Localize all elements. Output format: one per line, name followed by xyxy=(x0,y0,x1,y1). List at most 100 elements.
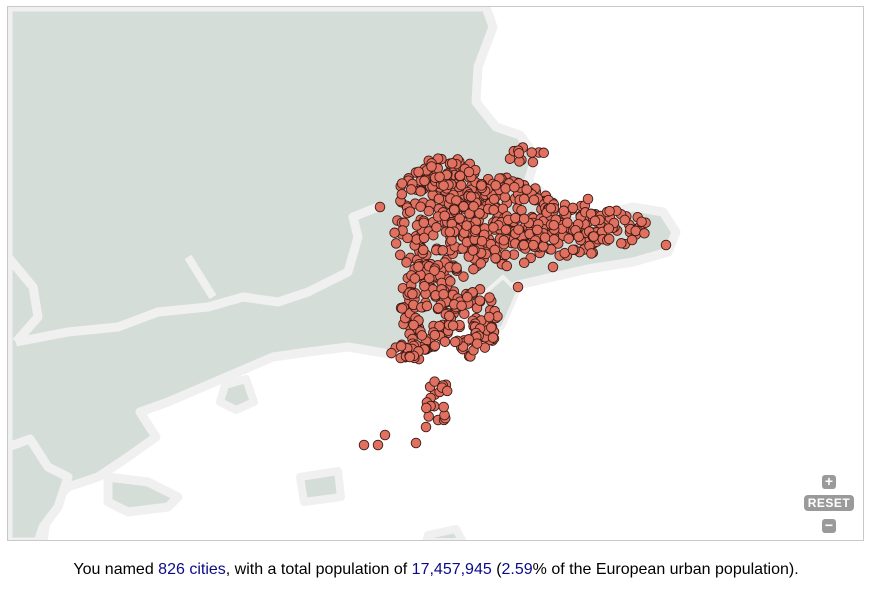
city-marker[interactable] xyxy=(558,205,570,217)
city-marker[interactable] xyxy=(488,193,500,205)
city-marker[interactable] xyxy=(444,310,455,322)
city-marker[interactable] xyxy=(379,429,391,441)
city-marker[interactable] xyxy=(616,238,627,249)
city-marker[interactable] xyxy=(458,201,469,212)
city-marker[interactable] xyxy=(512,281,524,293)
city-marker[interactable] xyxy=(413,261,424,272)
city-marker[interactable] xyxy=(468,263,479,275)
city-marker[interactable] xyxy=(429,265,440,276)
city-marker[interactable] xyxy=(619,214,631,226)
city-marker[interactable] xyxy=(490,180,501,191)
city-marker[interactable] xyxy=(468,201,479,212)
city-marker[interactable] xyxy=(462,291,473,303)
city-marker[interactable] xyxy=(372,439,384,451)
city-marker[interactable] xyxy=(582,193,594,205)
city-marker[interactable] xyxy=(419,280,430,292)
city-marker[interactable] xyxy=(476,180,487,191)
city-marker[interactable] xyxy=(455,179,467,191)
city-marker[interactable] xyxy=(423,205,435,217)
city-marker[interactable] xyxy=(396,303,408,314)
city-marker[interactable] xyxy=(603,233,615,245)
city-marker[interactable] xyxy=(567,244,579,255)
city-marker[interactable] xyxy=(538,147,549,159)
city-marker[interactable] xyxy=(458,271,469,282)
city-marker[interactable] xyxy=(438,288,449,300)
city-marker[interactable] xyxy=(456,300,467,311)
map-container[interactable]: + RESET − xyxy=(7,6,864,541)
city-marker[interactable] xyxy=(404,206,416,217)
city-marker[interactable] xyxy=(405,184,417,195)
city-marker[interactable] xyxy=(429,340,441,351)
city-marker[interactable] xyxy=(444,226,456,238)
city-marker[interactable] xyxy=(547,261,559,273)
city-marker[interactable] xyxy=(389,227,400,239)
city-marker[interactable] xyxy=(431,222,442,233)
city-marker[interactable] xyxy=(498,235,510,246)
city-marker[interactable] xyxy=(527,156,539,168)
city-marker[interactable] xyxy=(439,210,450,222)
city-marker[interactable] xyxy=(630,225,641,237)
city-marker[interactable] xyxy=(413,166,424,178)
city-marker[interactable] xyxy=(660,239,672,251)
city-marker[interactable] xyxy=(409,273,421,284)
city-marker[interactable] xyxy=(437,245,449,256)
city-marker[interactable] xyxy=(433,302,444,314)
city-marker[interactable] xyxy=(573,231,584,242)
city-marker[interactable] xyxy=(415,201,426,212)
city-marker[interactable] xyxy=(528,194,540,206)
city-marker[interactable] xyxy=(475,258,487,269)
city-marker[interactable] xyxy=(488,222,499,233)
city-marker[interactable] xyxy=(421,300,433,312)
city-marker[interactable] xyxy=(395,340,407,352)
city-marker[interactable] xyxy=(438,401,449,413)
city-marker[interactable] xyxy=(510,212,521,224)
zoom-in-button[interactable]: + xyxy=(822,474,836,489)
city-marker[interactable] xyxy=(604,205,615,217)
city-marker[interactable] xyxy=(588,231,599,242)
city-marker[interactable] xyxy=(545,202,557,214)
city-marker[interactable] xyxy=(471,338,483,349)
city-marker[interactable] xyxy=(639,228,650,239)
city-marker[interactable] xyxy=(465,191,477,202)
city-marker[interactable] xyxy=(418,232,430,244)
city-marker[interactable] xyxy=(386,347,397,359)
city-marker[interactable] xyxy=(509,181,520,193)
city-marker[interactable] xyxy=(390,238,402,249)
city-marker[interactable] xyxy=(454,170,466,182)
city-marker[interactable] xyxy=(470,224,481,236)
city-marker[interactable] xyxy=(500,183,511,194)
city-marker[interactable] xyxy=(488,204,499,216)
city-marker[interactable] xyxy=(396,188,408,200)
city-marker[interactable] xyxy=(463,166,475,178)
city-marker[interactable] xyxy=(586,248,597,259)
city-marker[interactable] xyxy=(467,245,479,256)
city-marker[interactable] xyxy=(418,244,429,256)
city-marker[interactable] xyxy=(626,234,638,246)
city-marker[interactable] xyxy=(410,437,422,449)
city-marker[interactable] xyxy=(449,204,460,215)
city-marker[interactable] xyxy=(419,175,430,187)
city-marker[interactable] xyxy=(439,336,451,347)
city-marker[interactable] xyxy=(518,193,530,205)
city-marker[interactable] xyxy=(394,249,406,261)
city-marker[interactable] xyxy=(521,184,532,195)
city-marker[interactable] xyxy=(402,232,413,244)
city-marker[interactable] xyxy=(563,233,574,244)
city-marker[interactable] xyxy=(562,217,573,228)
map-canvas[interactable] xyxy=(8,7,864,541)
zoom-out-button[interactable]: − xyxy=(822,518,836,533)
city-marker[interactable] xyxy=(451,262,462,273)
city-marker[interactable] xyxy=(441,385,453,397)
city-marker[interactable] xyxy=(401,257,412,268)
city-markers[interactable] xyxy=(358,142,672,451)
city-marker[interactable] xyxy=(636,216,647,227)
city-marker[interactable] xyxy=(589,215,601,227)
city-marker[interactable] xyxy=(358,439,370,451)
city-marker[interactable] xyxy=(474,295,486,306)
city-marker[interactable] xyxy=(518,257,530,269)
city-marker[interactable] xyxy=(483,311,495,323)
city-marker[interactable] xyxy=(433,193,445,205)
city-marker[interactable] xyxy=(518,213,530,225)
city-marker[interactable] xyxy=(416,330,428,341)
city-marker[interactable] xyxy=(463,334,475,345)
